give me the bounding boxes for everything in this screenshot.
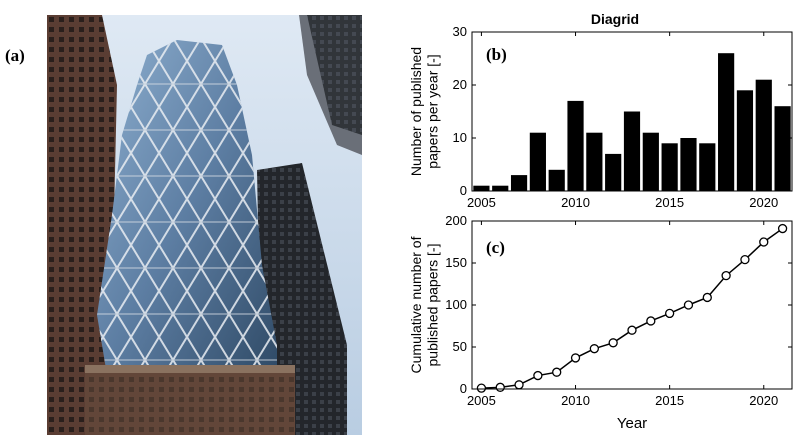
chart-c-y-label: Cumulative number ofpublished papers [-] (408, 236, 440, 373)
chart-c-y-label-line: published papers [-] (424, 244, 440, 367)
chart-b-bar-2010 (567, 100, 584, 191)
chart-c-point-2011 (589, 344, 600, 354)
chart-c-ytick-label: 150 (445, 255, 467, 270)
chart-c-point-2021 (777, 223, 788, 234)
chart-c-point-2008 (533, 370, 543, 381)
chart-b-bar-2009 (548, 169, 565, 191)
chart-b-bar-2019 (736, 90, 754, 191)
chart-b-bar-2012 (605, 153, 622, 191)
chart-b-xtick-label: 2005 (467, 195, 496, 210)
chart-c-point-2016 (683, 300, 694, 310)
chart-c-point-2010 (570, 353, 581, 363)
diagrid-tower-photo (47, 15, 362, 435)
chart-c-ytick-label: 0 (460, 381, 467, 396)
chart-c-ytick-label: 200 (445, 213, 467, 228)
chart-b-bar-2018 (718, 53, 735, 192)
chart-b-ytick-label: 30 (453, 24, 467, 39)
chart-b-bar-2005 (473, 185, 490, 191)
chart-c-y-label-line: Cumulative number of (408, 236, 424, 373)
chart-c-ytick-label: 50 (453, 339, 467, 354)
chart-b-panel-label: (b) (486, 45, 507, 64)
chart-c-x-label: Year (617, 415, 647, 432)
chart-b-ytick-label: 10 (453, 130, 467, 145)
chart-c-point-2007 (514, 380, 524, 390)
chart-b-bar-2014 (642, 132, 659, 191)
chart-c-point-2009 (552, 367, 562, 377)
chart-c-xtick-label: 2005 (467, 393, 496, 408)
chart-b-bar-2016 (680, 138, 697, 191)
chart-panel-c: (c) Year 2005 2010 2015 2020 0 50 100 150 200 Cum… (408, 213, 793, 432)
chart-c-plot-frame (471, 220, 793, 390)
chart-c-point-2018 (721, 270, 731, 281)
chart-b-bar-2007 (510, 175, 528, 191)
chart-b-bar-2011 (586, 132, 603, 191)
chart-b-plot-frame (471, 31, 793, 192)
chart-c-point-2020 (759, 237, 769, 247)
chart-b-bar-2013 (623, 111, 641, 191)
chart-b-xtick-label: 2015 (655, 195, 684, 210)
chart-c-xtick-label: 2015 (655, 393, 684, 408)
panel-label-a: (a) (5, 46, 25, 65)
chart-c-point-2013 (627, 325, 637, 335)
chart-c-ytick-label: 100 (445, 297, 467, 312)
chart-c-xtick-label: 2020 (749, 393, 778, 408)
chart-c-point-2006 (495, 382, 505, 392)
chart-b-y-label-line: papers per year [-] (424, 54, 440, 168)
chart-b-bar-2017 (699, 143, 716, 191)
chart-c-point-2012 (608, 338, 618, 348)
chart-b-bar-2006 (492, 185, 509, 191)
chart-b-y-label: Number of publishedpapers per year [-] (408, 47, 440, 176)
chart-b-bar-2015 (661, 143, 678, 191)
chart-b-xtick-label: 2010 (561, 195, 590, 210)
chart-b-title: Diagrid (591, 11, 639, 27)
chart-panel-b: Diagrid (b) 2005 2010 2015 2020 0 10 20 30 Numbe… (408, 11, 793, 210)
chart-b-bar-2008 (529, 132, 546, 191)
chart-b-ytick-label: 20 (453, 77, 467, 92)
chart-c-xtick-label: 2010 (561, 393, 590, 408)
chart-b-bar-2020 (755, 79, 772, 191)
chart-b-bar-2021 (774, 106, 791, 191)
chart-c-panel-label: (c) (486, 238, 505, 257)
chart-b-xtick-label: 2020 (749, 195, 778, 210)
chart-b-ytick-label: 0 (460, 183, 467, 198)
chart-c-point-2017 (702, 292, 712, 303)
chart-c-point-2014 (646, 316, 656, 326)
chart-c-point-2005 (476, 383, 487, 393)
chart-c-series-line (481, 227, 784, 389)
chart-c-point-2019 (740, 254, 750, 265)
chart-b-y-label-line: Number of published (408, 47, 424, 176)
chart-c-point-2015 (664, 308, 675, 319)
